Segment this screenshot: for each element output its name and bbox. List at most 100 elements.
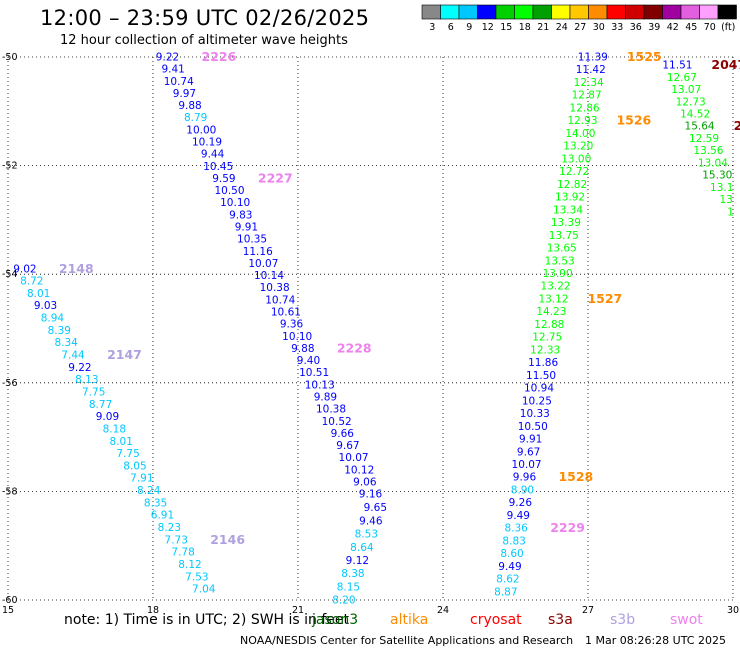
colorbar-label: 33 <box>611 22 623 33</box>
wave-height-value: 9.91 <box>519 434 542 446</box>
x-tick-label: 21 <box>292 605 304 616</box>
wave-height-value: 8.12 <box>178 559 201 571</box>
wave-height-value: 12.34 <box>574 77 604 89</box>
colorbar-swatch <box>514 4 534 20</box>
wave-height-value: 8.36 <box>504 523 528 535</box>
wave-height-value: 8.20 <box>332 595 355 607</box>
wave-height-value: 10.12 <box>344 464 374 476</box>
colorbar-label: 36 <box>630 22 642 33</box>
wave-height-value: 8.94 <box>41 313 65 325</box>
wave-height-value: 12.88 <box>534 319 564 331</box>
wave-height-value: 9.12 <box>346 555 369 567</box>
wave-height-value: 9.49 <box>507 510 530 522</box>
wave-height-value: 8.01 <box>110 436 133 448</box>
wave-height-value: 9.44 <box>201 149 225 161</box>
wave-height-value: 9.88 <box>178 100 201 112</box>
wave-height-value: 10.19 <box>192 136 222 148</box>
wave-height-value: 8.34 <box>54 337 78 349</box>
wave-height-value: 10.35 <box>237 234 267 246</box>
wave-height-value: 10.13 <box>305 379 335 391</box>
wave-height-value: 10.10 <box>220 197 250 209</box>
wave-height-value: 12.67 <box>667 72 697 84</box>
wave-height-value: 13.92 <box>555 192 585 204</box>
wave-height-value: 9.88 <box>291 343 314 355</box>
colorbar-swatch <box>421 4 441 20</box>
colorbar-swatch <box>440 4 460 20</box>
wave-height-value: 7.78 <box>171 547 194 559</box>
wave-height-value: 10.61 <box>271 306 301 318</box>
wave-height-value: 8.90 <box>511 484 534 496</box>
wave-height-value: 10.00 <box>186 124 216 136</box>
wave-height-value: 9.03 <box>34 300 57 312</box>
colorbar-swatch <box>532 4 552 20</box>
wave-height-value: 11.51 <box>662 60 692 72</box>
wave-height-value: 13.65 <box>547 243 577 255</box>
colorbar-label: 18 <box>519 22 531 33</box>
wave-height-value: 10.45 <box>203 161 233 173</box>
colorbar-label: 39 <box>648 22 660 33</box>
mission-label-jason3: jason3 <box>312 612 359 628</box>
wave-height-value: 9.46 <box>359 515 383 527</box>
wave-height-value: 9.67 <box>336 440 359 452</box>
wave-height-value: 8.79 <box>184 112 207 124</box>
wave-height-value: 13.53 <box>545 255 575 267</box>
colorbar-label: 30 <box>593 22 605 33</box>
wave-height-value: 7.53 <box>185 571 208 583</box>
wave-height-value: 8.87 <box>494 586 517 598</box>
wave-height-value: 13.12 <box>538 293 568 305</box>
wave-height-value: 13.39 <box>551 217 581 229</box>
subtitle: 12 hour collection of altimeter wave hei… <box>60 33 348 48</box>
colorbar-label: (ft) <box>721 22 735 33</box>
colorbar-swatch <box>495 4 515 20</box>
pass-time-label: 2148 <box>59 261 94 276</box>
wave-height-value: 9.22 <box>68 362 91 374</box>
wave-height-value: 6.91 <box>151 510 174 522</box>
y-tick-label: -56 <box>2 378 18 389</box>
wave-height-value: 14.00 <box>565 128 595 140</box>
wave-height-value: 10.74 <box>164 76 194 88</box>
wave-height-value: 13.56 <box>693 145 723 157</box>
wave-height-value: 8.01 <box>27 288 50 300</box>
pass-time-label: 2 <box>734 118 740 133</box>
wave-height-value: 10.94 <box>524 383 554 395</box>
wave-height-value: 8.35 <box>144 497 167 509</box>
colorbar-swatch <box>588 4 608 20</box>
wave-height-value: 12.73 <box>676 96 706 108</box>
x-tick-label: 15 <box>2 605 14 616</box>
colorbar-label: 45 <box>685 22 697 33</box>
mission-label-swot: swot <box>670 612 703 628</box>
wave-height-value: 14.52 <box>680 109 710 121</box>
colorbar-label: 3 <box>429 22 435 33</box>
wave-height-value: 14.23 <box>536 306 566 318</box>
wave-height-value: 13.20 <box>563 141 593 153</box>
mission-label-altika: altika <box>390 612 429 628</box>
x-tick-label: 30 <box>727 605 739 616</box>
wave-height-value: 10.07 <box>512 459 542 471</box>
wave-height-value: 9.16 <box>359 489 383 501</box>
wave-height-value: 9.96 <box>513 472 537 484</box>
wave-height-value: 13.75 <box>549 230 579 242</box>
pass-time-label: 1525 <box>627 49 662 64</box>
colorbar-swatch <box>606 4 626 20</box>
wave-height-value: 10.07 <box>248 258 278 270</box>
wave-height-value: 13.1 <box>710 182 733 194</box>
wave-height-value: 9.67 <box>517 446 540 458</box>
wave-height-value: 9.41 <box>161 64 184 76</box>
colorbar-swatch <box>643 4 663 20</box>
wave-height-value: 10.74 <box>265 294 295 306</box>
wave-height-value: 8.77 <box>89 399 112 411</box>
colorbar-label: 42 <box>667 22 679 33</box>
wave-height-value: 13.90 <box>543 268 573 280</box>
wave-height-value: 8.13 <box>75 374 98 386</box>
wave-height-value: 8.23 <box>158 522 181 534</box>
wave-height-value: 8.72 <box>20 276 43 288</box>
wave-height-value: 9.09 <box>96 411 119 423</box>
wave-height-value: 9.22 <box>156 52 179 64</box>
footer-timestamp: 1 Mar 08:26:28 UTC 2025 <box>585 634 726 647</box>
colorbar-swatch <box>477 4 497 20</box>
pass-time-label: 2228 <box>337 340 372 355</box>
colorbar-swatch <box>717 4 737 20</box>
colorbar-label: 27 <box>574 22 586 33</box>
title: 12:00 – 23:59 UTC 02/26/2025 <box>40 6 370 30</box>
wave-height-value: 1 <box>727 206 734 218</box>
